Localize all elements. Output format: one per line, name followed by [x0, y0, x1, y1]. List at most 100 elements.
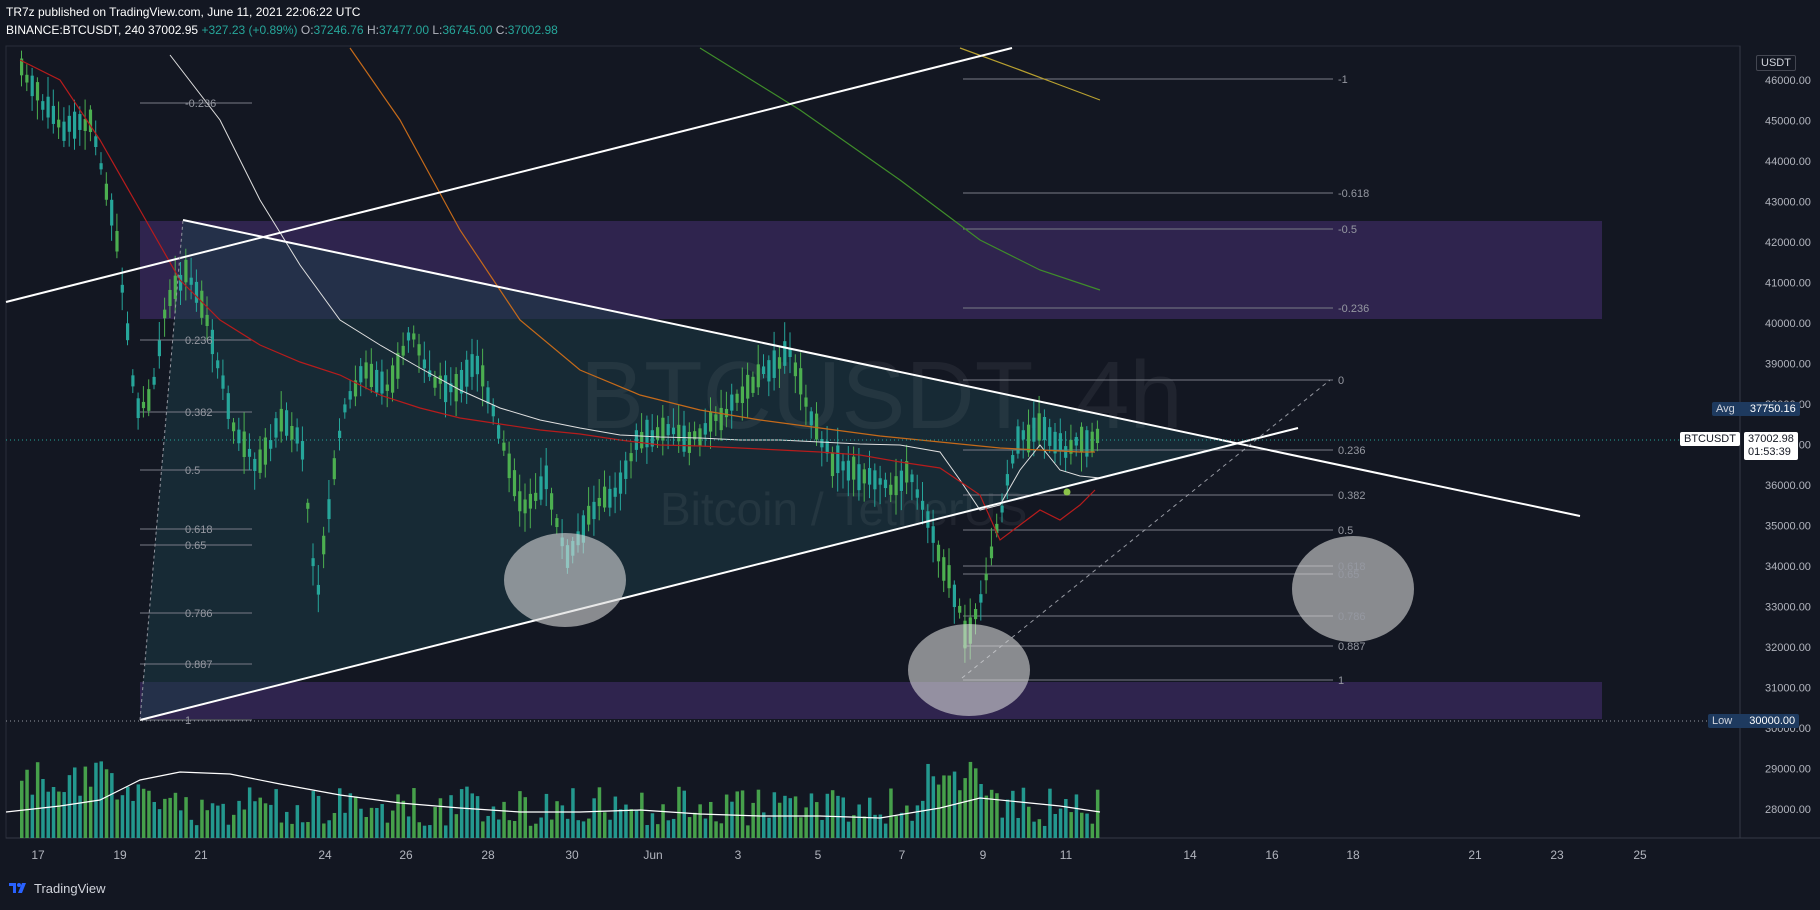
volume-bar: [597, 787, 602, 838]
candle-body: [740, 386, 744, 404]
volume-bar: [51, 786, 56, 838]
candle-body: [263, 437, 267, 465]
upper-channel-line[interactable]: [5, 47, 1013, 303]
volume-bar: [491, 806, 496, 838]
candle-body: [650, 430, 654, 447]
candle-body: [1069, 439, 1073, 454]
triangle-lower-line[interactable]: [139, 427, 1299, 721]
fib-right-label-12: 1: [1338, 675, 1344, 687]
ma-orange-line[interactable]: [349, 47, 1095, 453]
candle-body: [518, 491, 522, 512]
ma-red-line[interactable]: [19, 59, 1096, 541]
currency-tag[interactable]: USDT: [1756, 55, 1796, 71]
volume-bar: [539, 817, 543, 838]
volume-bar: [157, 809, 162, 838]
candle-body: [465, 359, 469, 387]
volume-bar: [830, 790, 835, 838]
countdown: 01:53:39: [1748, 446, 1791, 458]
highlight-ellipse-2[interactable]: [908, 624, 1030, 716]
volume-bar: [910, 820, 914, 838]
price-tick-2: 44000.00: [1765, 156, 1811, 168]
candle-body: [73, 111, 77, 139]
candle-body: [502, 442, 506, 451]
candle-body: [422, 359, 426, 369]
symbol-label[interactable]: BINANCE:BTCUSDT, 240: [6, 23, 145, 37]
candle-body: [544, 465, 548, 490]
volume-bar: [1058, 808, 1063, 838]
volume-ma-line: [5, 771, 1101, 819]
time-tick-14: 16: [1265, 848, 1279, 862]
fib-left-label-6: 0.786: [185, 608, 213, 620]
candle-body: [804, 397, 808, 407]
close-value: 37002.98: [507, 23, 558, 37]
candle-body: [634, 430, 638, 450]
fib-right-label-4: 0: [1338, 375, 1344, 387]
time-tick-6: 30: [565, 848, 579, 862]
candle-body: [889, 484, 893, 495]
price-tick-18: 28000.00: [1765, 804, 1811, 816]
volume-bar: [173, 792, 178, 838]
price-tick-12: 34000.00: [1765, 561, 1811, 573]
fib-right-labels: -1 -0.618 -0.5 -0.236 0 0.236 0.382 0.5 0.6180.6…: [1338, 74, 1369, 687]
fib-right-label-3: -0.236: [1338, 303, 1369, 315]
triangle-upper-line[interactable]: [182, 219, 1581, 517]
ma-green-line[interactable]: [699, 47, 1101, 291]
volume-bar: [576, 820, 580, 838]
time-tick-2: 21: [194, 848, 208, 862]
open-value: 37246.76: [313, 23, 364, 37]
candle-body: [528, 493, 532, 509]
fib-right-label-1: -0.618: [1338, 188, 1369, 200]
candle-body: [449, 383, 453, 393]
volume-bar: [804, 807, 808, 838]
volume-bar: [698, 804, 702, 838]
ma-white-line[interactable]: [169, 54, 1101, 511]
price-tick-10: 36000.00: [1765, 480, 1811, 492]
footer-brand[interactable]: TradingView: [8, 880, 106, 896]
volume-bar: [332, 812, 337, 838]
volume-bar: [115, 799, 119, 838]
volume-bar: [306, 822, 310, 838]
ma-yellow-line[interactable]: [959, 47, 1101, 101]
volume-bar: [369, 807, 374, 838]
candle-body: [1048, 427, 1052, 446]
volume-bar: [862, 816, 867, 838]
volume-bar: [274, 789, 278, 838]
highlight-ellipse-1[interactable]: [504, 533, 626, 627]
volume-bar: [232, 814, 236, 838]
volume-bar: [279, 822, 284, 838]
volume-bar: [963, 778, 967, 838]
volume-bar: [290, 823, 294, 838]
volume-bar: [947, 775, 951, 838]
candle-body: [433, 376, 437, 388]
volume-bar: [995, 793, 999, 838]
high-label: H:: [366, 23, 379, 37]
candle-body: [783, 341, 787, 366]
volume-bar: [375, 807, 379, 838]
candle-body: [25, 74, 29, 83]
highlight-ellipse-3[interactable]: [1292, 536, 1414, 642]
volume-bar: [210, 803, 215, 838]
candle-body: [777, 357, 782, 369]
candle-body: [830, 452, 835, 477]
volume-bar: [507, 820, 512, 838]
volume-bar: [661, 804, 665, 838]
candle-body: [179, 274, 183, 291]
volume-bar: [565, 818, 570, 838]
time-tick-12: 11: [1060, 848, 1073, 862]
volume-bar: [703, 818, 708, 838]
last-value-tag: 37002.98 01:53:39: [1744, 432, 1798, 460]
volume-bar: [486, 815, 490, 838]
low-tag: Low 30000.00: [1708, 714, 1800, 728]
support-zone[interactable]: [140, 682, 1602, 719]
candle-body: [592, 501, 596, 520]
candle-body: [110, 199, 114, 226]
candle-body: [878, 478, 882, 485]
fib-right-label-9: 0.65: [1338, 569, 1359, 581]
price-tick-11: 35000.00: [1765, 521, 1811, 533]
candle-body: [989, 546, 994, 559]
fib-left-label-3: 0.5: [185, 465, 200, 477]
candle-body: [512, 470, 517, 497]
candle-body: [730, 394, 734, 411]
volume-bar: [889, 788, 893, 838]
